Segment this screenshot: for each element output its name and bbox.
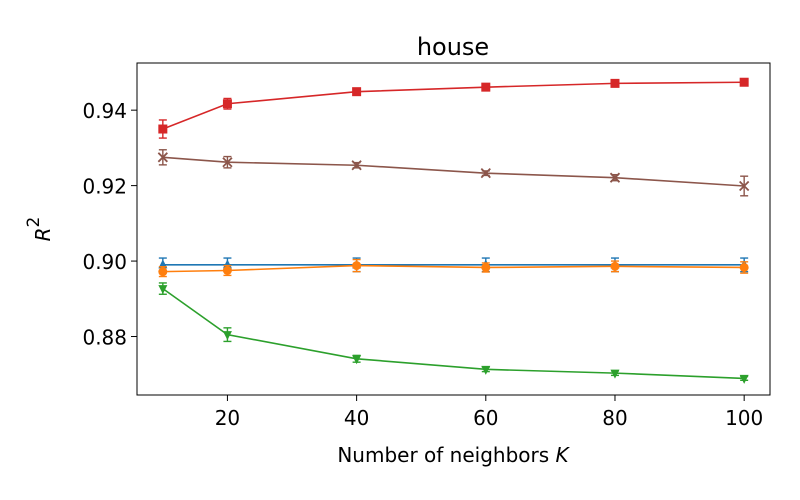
plot-frame — [136, 62, 771, 396]
y-axis-label-sup: 2 — [24, 217, 44, 228]
x-axis-label-text: Number of neighbors — [337, 443, 549, 467]
x-axis-label: Number of neighbors K — [337, 443, 570, 467]
data-point — [739, 374, 749, 384]
data-point — [609, 172, 621, 183]
x-tick-label: 20 — [215, 406, 240, 430]
data-point — [610, 369, 620, 379]
y-axis-label-base: R — [31, 227, 55, 241]
data-point — [351, 160, 362, 171]
x-tick-label: 80 — [602, 406, 627, 430]
y-tick-label: 0.92 — [82, 175, 127, 199]
series-3 — [158, 258, 749, 278]
data-point — [481, 82, 491, 92]
series-line — [162, 156, 745, 187]
x-tick-label: 100 — [725, 406, 763, 430]
plot-area — [157, 77, 750, 384]
y-tick-label: 0.94 — [82, 99, 127, 123]
x-tick-label: 60 — [473, 406, 498, 430]
data-point — [739, 180, 750, 192]
data-point — [157, 152, 168, 163]
series-line — [162, 287, 745, 380]
data-point — [352, 355, 362, 365]
data-point — [739, 77, 749, 87]
data-point — [222, 331, 232, 341]
data-point — [610, 261, 620, 271]
series-line — [162, 264, 745, 273]
x-tick-label: 40 — [344, 406, 369, 430]
data-point — [352, 87, 362, 97]
data-point — [610, 78, 620, 88]
y-tick-label: 0.88 — [82, 326, 127, 350]
series-1 — [157, 149, 750, 197]
data-point — [739, 262, 749, 272]
series-line — [162, 81, 745, 130]
data-point — [480, 168, 491, 179]
data-point — [481, 365, 491, 375]
data-point — [222, 99, 232, 109]
data-point — [158, 124, 168, 134]
y-axis: 0.88 0.90 0.92 0.94 — [82, 99, 137, 350]
x-axis: 20 40 60 80 100 — [215, 395, 763, 430]
data-point — [222, 157, 233, 168]
data-point — [352, 261, 362, 271]
data-point — [158, 267, 168, 277]
data-point — [158, 285, 168, 295]
data-point — [222, 266, 232, 275]
y-axis-label: R2 — [24, 217, 55, 242]
series-4 — [158, 282, 749, 384]
x-axis-label-var: K — [556, 443, 571, 467]
series-0 — [158, 77, 749, 139]
y-tick-label: 0.90 — [82, 250, 127, 274]
data-point — [481, 262, 491, 272]
chart-title: house — [417, 33, 489, 61]
